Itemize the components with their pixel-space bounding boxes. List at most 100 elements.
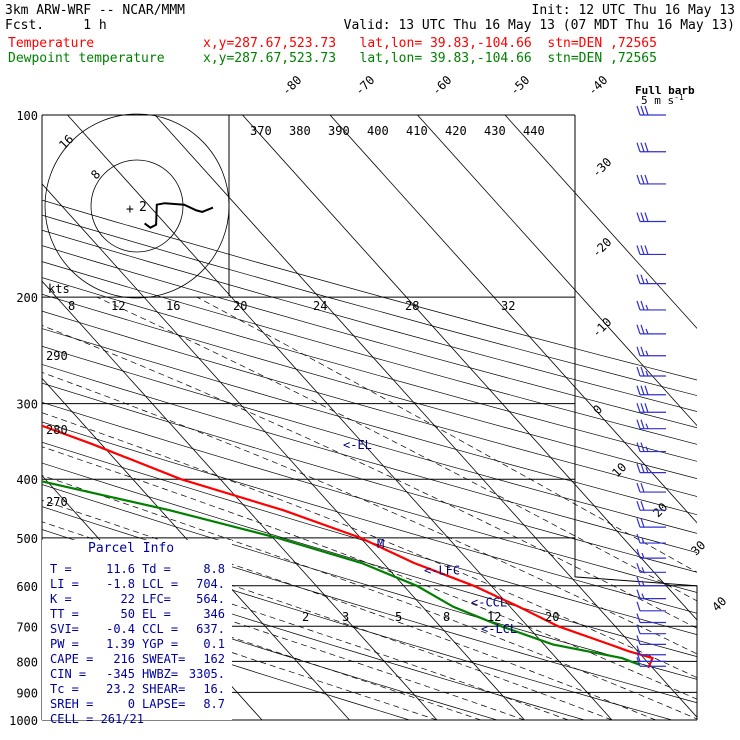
dry-adiabat xyxy=(42,345,697,534)
dry-adiabat xyxy=(42,441,697,636)
barb-full xyxy=(636,442,641,452)
parcel-info-name: CIN = xyxy=(50,667,86,681)
dry-adiabats xyxy=(42,199,697,720)
barb-full xyxy=(644,212,649,222)
wind-barb xyxy=(636,501,666,511)
parcel-info-value: 11.6 xyxy=(106,562,135,576)
wind-barb xyxy=(636,300,666,311)
dry-adiabat xyxy=(42,577,498,720)
parcel-info-value: 23.2 xyxy=(106,682,135,696)
barb-half xyxy=(645,370,649,377)
mixing-ratio-label: 3 xyxy=(342,610,349,624)
wind-barb xyxy=(636,589,666,600)
pressure-label-800: 800 xyxy=(16,655,38,669)
pressure-label-700: 700 xyxy=(16,620,38,634)
barb-half xyxy=(641,537,645,544)
barb-half xyxy=(645,304,649,311)
barb-full xyxy=(640,366,645,377)
isotherm-label: -30 xyxy=(589,155,614,180)
wind-barb xyxy=(636,403,666,413)
theta-label: 440 xyxy=(523,124,545,138)
parcel-info-value: 564. xyxy=(196,592,225,606)
barb-half xyxy=(645,423,649,429)
annotation-label: <-CCL xyxy=(471,596,507,610)
parcel-info-name: HWBZ= xyxy=(142,667,178,681)
moist-adiabat xyxy=(196,296,697,573)
barb-full xyxy=(640,212,645,222)
barb-full xyxy=(640,245,645,255)
barb-full xyxy=(636,366,641,377)
barb-full xyxy=(636,624,641,634)
annotation-label: <-LFC xyxy=(424,564,460,578)
dry-adiabat xyxy=(42,310,697,497)
barb-full xyxy=(640,300,645,311)
wind-barb xyxy=(636,548,666,559)
barb-full xyxy=(644,245,649,255)
barb-half xyxy=(645,467,649,473)
barb-full xyxy=(640,274,645,284)
hodograph-speed-label: 32 xyxy=(501,299,515,313)
parcel-info-name: YGP = xyxy=(142,637,178,651)
parcel-info-name: TT = xyxy=(50,607,79,621)
pressure-label-900: 900 xyxy=(16,686,38,700)
barb-full xyxy=(640,174,645,185)
parcel-info-value: 1.39 xyxy=(106,637,135,651)
barb-full xyxy=(640,385,645,395)
dry-adiabat xyxy=(42,199,697,381)
parcel-info-name: K = xyxy=(50,592,72,606)
isotherm-label: -10 xyxy=(589,315,614,340)
isotherm xyxy=(417,115,697,427)
barb-full xyxy=(636,245,641,255)
barb-full xyxy=(636,385,641,395)
isotherm xyxy=(504,115,697,329)
barb-full xyxy=(636,652,641,662)
mixing-ratio-label: 12 xyxy=(487,610,501,624)
parcel-info-cell: CELL = 261/21 xyxy=(50,712,144,726)
barb-full xyxy=(644,174,649,185)
dry-adiabat xyxy=(42,261,697,445)
isotherm-label: 0 xyxy=(590,402,605,417)
mixing-ratio-label: 8 xyxy=(443,610,450,624)
barb-half xyxy=(641,552,645,559)
barb-full xyxy=(636,142,641,152)
parcel-info-value: 637. xyxy=(196,622,225,636)
barb-full xyxy=(636,533,641,544)
isotherm-label: -60 xyxy=(429,73,454,98)
isotherm-label: 40 xyxy=(709,594,729,614)
parcel-info-value: -345 xyxy=(106,667,135,681)
moist-adiabat xyxy=(96,296,697,602)
temperature-location: x,y=287.67,523.73 lat,lon= 39.83,-104.66… xyxy=(203,36,657,51)
dry-adiabat xyxy=(42,421,697,614)
hodograph-units: kts xyxy=(48,282,70,296)
barb-half xyxy=(641,567,645,573)
moist-adiabat xyxy=(42,521,613,720)
hodograph-speed-label: 20 xyxy=(233,299,247,313)
pressure-label-100: 100 xyxy=(16,109,38,123)
parcel-info-name: LCL = xyxy=(142,577,178,591)
dry-adiabat xyxy=(42,229,697,412)
barb-full xyxy=(636,482,641,493)
isotherm-label: 10 xyxy=(609,460,629,480)
barb-full xyxy=(636,576,641,586)
wind-barb xyxy=(636,635,666,646)
barb-full xyxy=(640,482,645,493)
hodograph-trace xyxy=(144,202,214,229)
barb-full xyxy=(636,589,641,599)
wind-barb xyxy=(636,517,666,528)
barb-half xyxy=(641,593,645,599)
barb-full xyxy=(640,463,645,473)
parcel-info-value: 3305. xyxy=(189,667,225,681)
dewpoint-legend: Dewpoint temperature xyxy=(8,51,165,66)
moist-adiabat xyxy=(42,499,656,720)
dry-adiabat xyxy=(42,401,697,593)
barb-full xyxy=(644,385,649,395)
wind-barb xyxy=(636,613,666,624)
dry-adiabat xyxy=(42,462,697,658)
barb-full xyxy=(636,346,641,356)
parcel-info-background xyxy=(42,540,232,720)
parcel-info-value: 16. xyxy=(203,682,225,696)
barb-half xyxy=(645,446,649,452)
barb-half xyxy=(645,328,649,335)
wind-barb xyxy=(636,576,666,587)
